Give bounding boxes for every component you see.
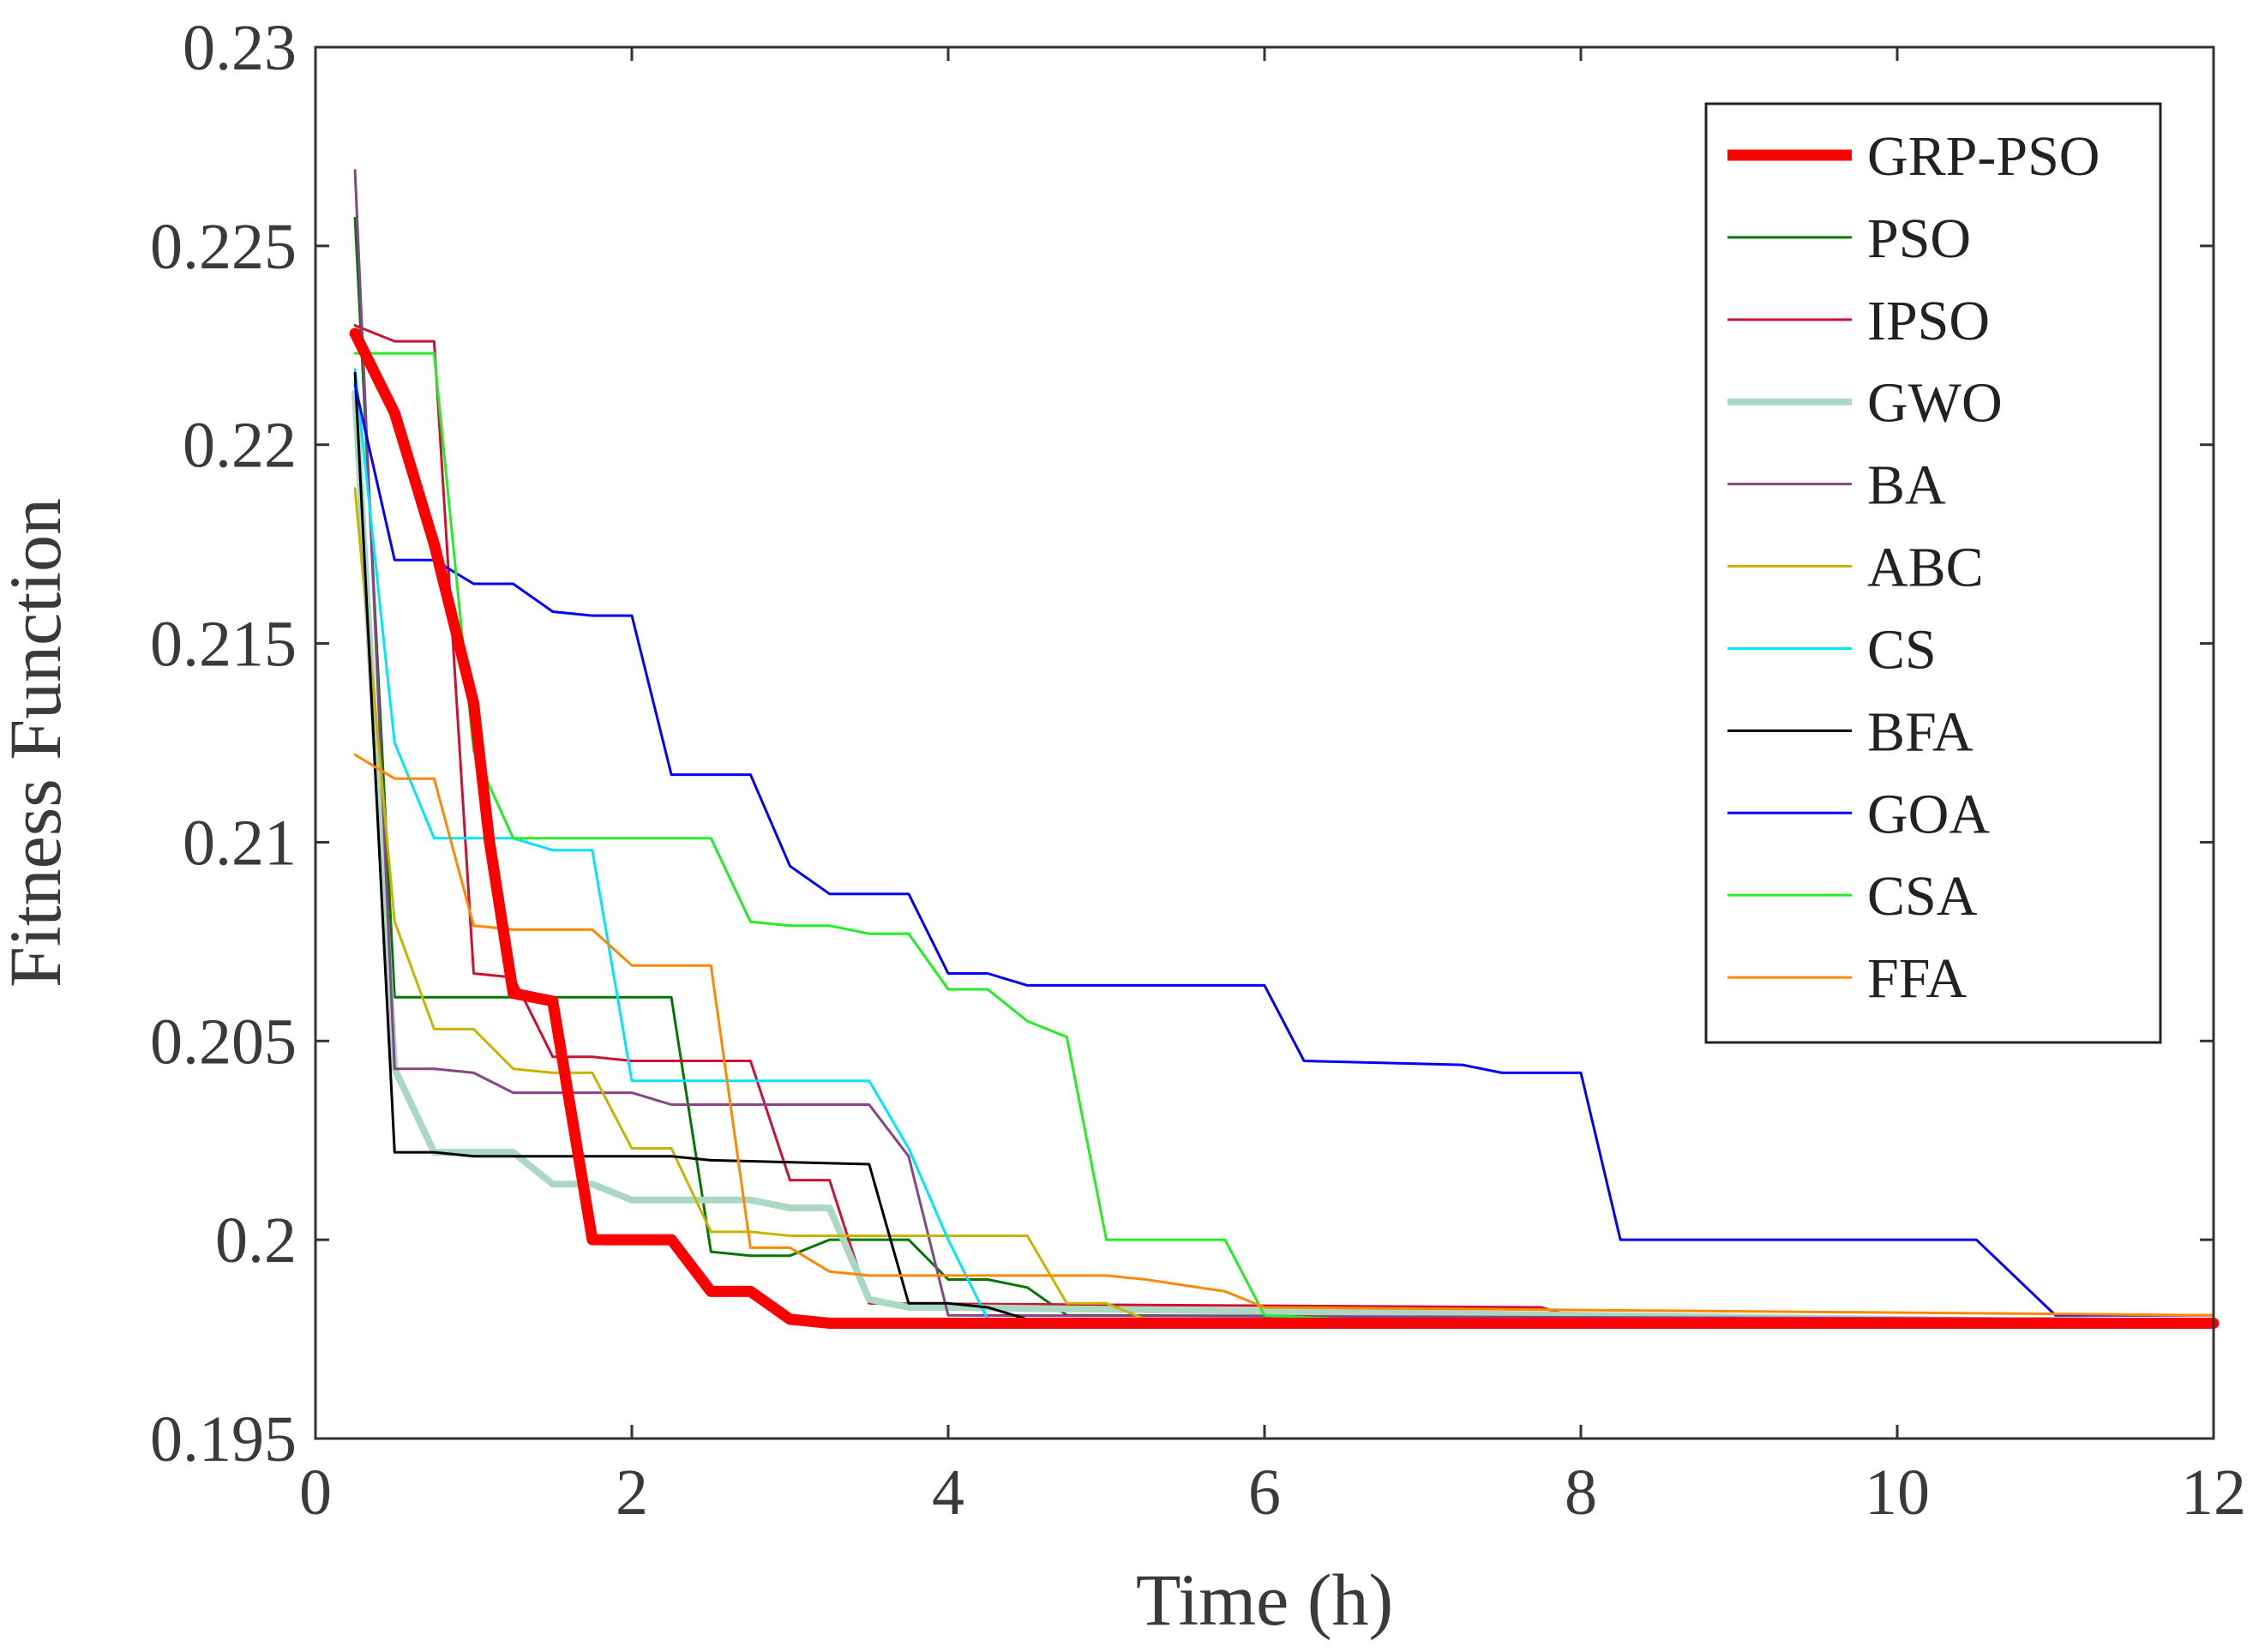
legend-label-csa: CSA (1867, 865, 1978, 928)
series-line-cs (353, 368, 2215, 1321)
y-tick-label: 0.215 (150, 609, 297, 681)
series-lines (349, 169, 2220, 1329)
legend-label-cs: CS (1867, 618, 1937, 681)
series-line-ba (353, 169, 2215, 1321)
y-tick-label: 0.23 (183, 12, 297, 84)
x-tick-label: 8 (1565, 1457, 1597, 1529)
tick-labels: 0 2 4 6 8 10 12 0.195 0.2 0.205 0.21 0.215 0.22 0.225… (150, 12, 2246, 1529)
y-axis-label: Fitness Function (0, 498, 76, 988)
series-line-goa (353, 383, 2215, 1317)
legend-label-ffa: FFA (1867, 947, 1968, 1010)
legend-label-ba: BA (1867, 454, 1946, 517)
legend-label-pso: PSO (1867, 207, 1971, 270)
series-line-bfa (353, 371, 2215, 1321)
legend-box (1704, 102, 2162, 1044)
series-line-grp-pso (349, 327, 2220, 1329)
x-axis-label: Time (h) (1136, 1559, 1393, 1641)
y-tick-label: 0.22 (183, 410, 297, 482)
x-tick-label: 12 (2181, 1457, 2246, 1529)
y-tick-label: 0.225 (150, 211, 297, 283)
legend-label-gwo: GWO (1867, 372, 2003, 435)
x-tick-label: 6 (1248, 1457, 1281, 1529)
legend-label-ipso: IPSO (1867, 290, 1990, 352)
y-tick-label: 0.21 (183, 807, 297, 879)
legend-label-grp-pso: GRP-PSO (1867, 125, 2100, 188)
legend-label-bfa: BFA (1867, 700, 1974, 763)
series-line-abc (353, 487, 2215, 1321)
y-tick-label: 0.2 (215, 1204, 297, 1277)
legend: GRP-PSO PSO IPSO GWO BA ABC CS BFA GOA CSA FFA (1704, 102, 2162, 1044)
x-tick-label: 2 (616, 1457, 648, 1529)
plot-frame (314, 45, 2215, 1440)
series-line-pso (353, 216, 2215, 1321)
legend-label-goa: GOA (1867, 783, 1990, 845)
x-tick-label: 10 (1865, 1457, 1930, 1529)
x-tick-label: 0 (299, 1457, 332, 1529)
series-line-ffa (353, 753, 2215, 1317)
y-tick-label: 0.195 (150, 1403, 297, 1475)
x-tick-label: 4 (932, 1457, 964, 1529)
y-tick-label: 0.205 (150, 1006, 297, 1078)
series-line-gwo (351, 389, 2217, 1327)
legend-label-abc: ABC (1867, 537, 1984, 599)
series-line-csa (353, 351, 2215, 1321)
series-line-ipso (353, 324, 2215, 1321)
